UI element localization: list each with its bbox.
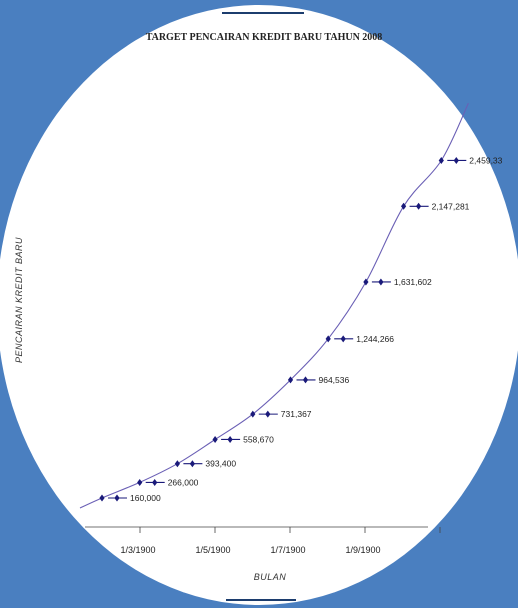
data-point-marker bbox=[287, 376, 294, 384]
data-point-marker bbox=[227, 435, 233, 443]
data-point-marker bbox=[265, 410, 271, 418]
data-point-marker bbox=[99, 494, 105, 502]
data-label: 731,367 bbox=[281, 409, 312, 419]
data-label: 2,147,281 bbox=[432, 201, 470, 211]
data-point-marker bbox=[340, 335, 346, 343]
data-labels: 160,000 266,000 393,400 558,670 731,367 964,5… bbox=[130, 155, 503, 503]
data-point-marker bbox=[302, 376, 309, 384]
data-point-marker bbox=[137, 478, 143, 486]
data-point-marker bbox=[152, 478, 158, 486]
data-label: 1,244,266 bbox=[356, 334, 394, 344]
data-label: 2,459,33 bbox=[469, 155, 502, 165]
data-point-marker bbox=[325, 335, 331, 343]
y-axis-label: PENCAIRAN KREDIT BARU bbox=[14, 237, 24, 363]
data-label: 558,670 bbox=[243, 434, 274, 444]
data-point-marker bbox=[401, 202, 407, 210]
data-point-marker bbox=[174, 460, 180, 468]
x-ticks bbox=[139, 527, 441, 533]
x-tick-label: 1/9/1900 bbox=[345, 545, 380, 555]
series-markers bbox=[99, 156, 467, 502]
data-point-marker bbox=[114, 494, 120, 502]
data-point-marker bbox=[212, 435, 218, 443]
data-label: 964,536 bbox=[319, 375, 350, 385]
x-tick-label: 1/3/1900 bbox=[120, 545, 155, 555]
oval-frame bbox=[0, 5, 518, 605]
data-label: 1,631,602 bbox=[394, 277, 432, 287]
data-point-marker bbox=[363, 278, 369, 286]
data-point-marker bbox=[438, 156, 444, 164]
data-label: 266,000 bbox=[168, 477, 199, 487]
data-point-marker bbox=[416, 202, 422, 210]
x-tick-labels: 1/3/1900 1/5/1900 1/7/1900 1/9/1900 bbox=[120, 545, 380, 555]
x-tick-label: 1/5/1900 bbox=[195, 545, 230, 555]
data-point-marker bbox=[453, 156, 459, 164]
data-point-marker bbox=[250, 410, 256, 418]
data-label: 160,000 bbox=[130, 493, 161, 503]
x-tick-label: 1/7/1900 bbox=[270, 545, 305, 555]
data-point-marker bbox=[189, 460, 195, 468]
x-axis-label: BULAN bbox=[254, 572, 287, 582]
data-label: 393,400 bbox=[205, 459, 236, 469]
chart-title: TARGET PENCAIRAN KREDIT BARU TAHUN 2008 bbox=[146, 32, 383, 43]
data-point-marker bbox=[378, 278, 384, 286]
